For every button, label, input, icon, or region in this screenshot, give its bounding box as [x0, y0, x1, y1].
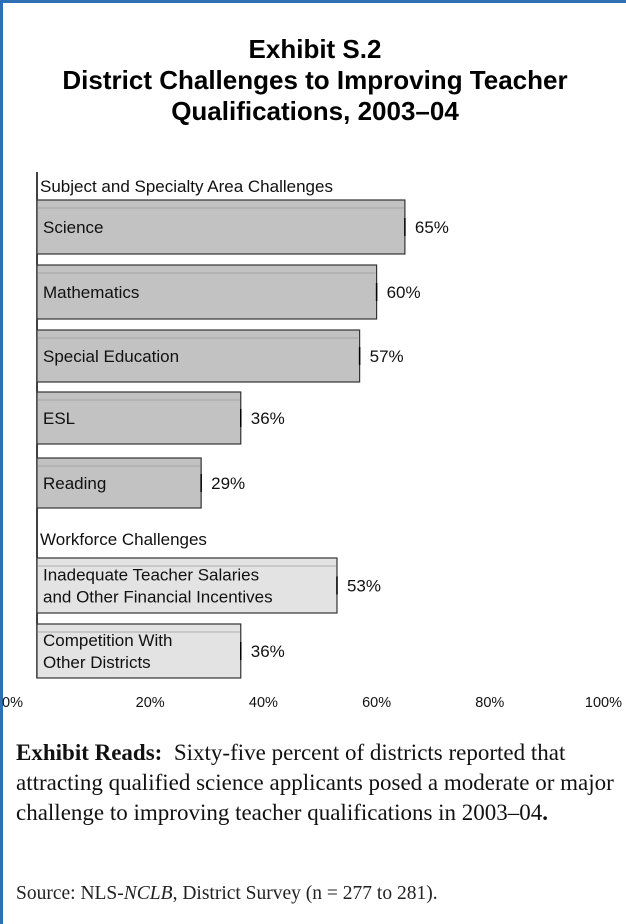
bar: [36, 329, 361, 383]
bar: [36, 623, 242, 679]
data-label: 65%: [415, 218, 449, 237]
bar-chart: Subject and Specialty Area Challenges Sci…: [2, 172, 622, 711]
bar-label: Inadequate Teacher Salaries: [43, 566, 259, 585]
data-label: 29%: [211, 474, 245, 493]
exhibit-reads-period: .: [542, 800, 549, 825]
source-suffix: , District Survey (n = 277 to 281).: [172, 883, 438, 904]
exhibit-number: Exhibit S.2: [248, 34, 382, 64]
bar-label: Mathematics: [43, 283, 139, 302]
bar-label: Other Districts: [43, 653, 151, 672]
bar: [36, 264, 378, 320]
x-tick-label: 40%: [249, 695, 278, 711]
source-survey-name: NCLB: [123, 883, 173, 904]
exhibit-reads-text: Sixty-five percent of districts reported…: [16, 740, 614, 825]
x-tick-label: 100%: [585, 695, 622, 711]
group-heading-workforce: Workforce Challenges: [40, 530, 207, 549]
bar-label: ESL: [43, 409, 75, 428]
bar: [36, 557, 338, 614]
chart-title-line-1: District Challenges to Improving Teacher: [62, 65, 568, 95]
bar-label: Competition With: [43, 631, 172, 650]
source-prefix: Source: NLS-: [16, 883, 124, 904]
bar-label: Science: [43, 218, 103, 237]
x-tick-label: 60%: [362, 695, 391, 711]
source-note: Source: NLS-NCLB, District Survey (n = 2…: [16, 882, 616, 906]
bar: [36, 391, 242, 445]
data-label: 57%: [370, 347, 404, 366]
data-label: 36%: [251, 409, 285, 428]
x-tick-label: 20%: [136, 695, 165, 711]
exhibit-reads-label: Exhibit Reads:: [16, 740, 163, 765]
group-heading-subject: Subject and Specialty Area Challenges: [40, 177, 333, 196]
exhibit-reads: Exhibit Reads: Sixty-five percent of dis…: [16, 738, 616, 828]
data-label: 36%: [251, 642, 285, 661]
bar-label: and Other Financial Incentives: [43, 588, 273, 607]
x-tick-label: 80%: [475, 695, 504, 711]
data-label: 60%: [387, 283, 421, 302]
x-tick-label: 0%: [2, 695, 23, 711]
chart-title-line-2: Qualifications, 2003–04: [171, 96, 459, 126]
bar-label: Special Education: [43, 347, 179, 366]
data-label: 53%: [347, 577, 381, 596]
bar-label: Reading: [43, 474, 106, 493]
